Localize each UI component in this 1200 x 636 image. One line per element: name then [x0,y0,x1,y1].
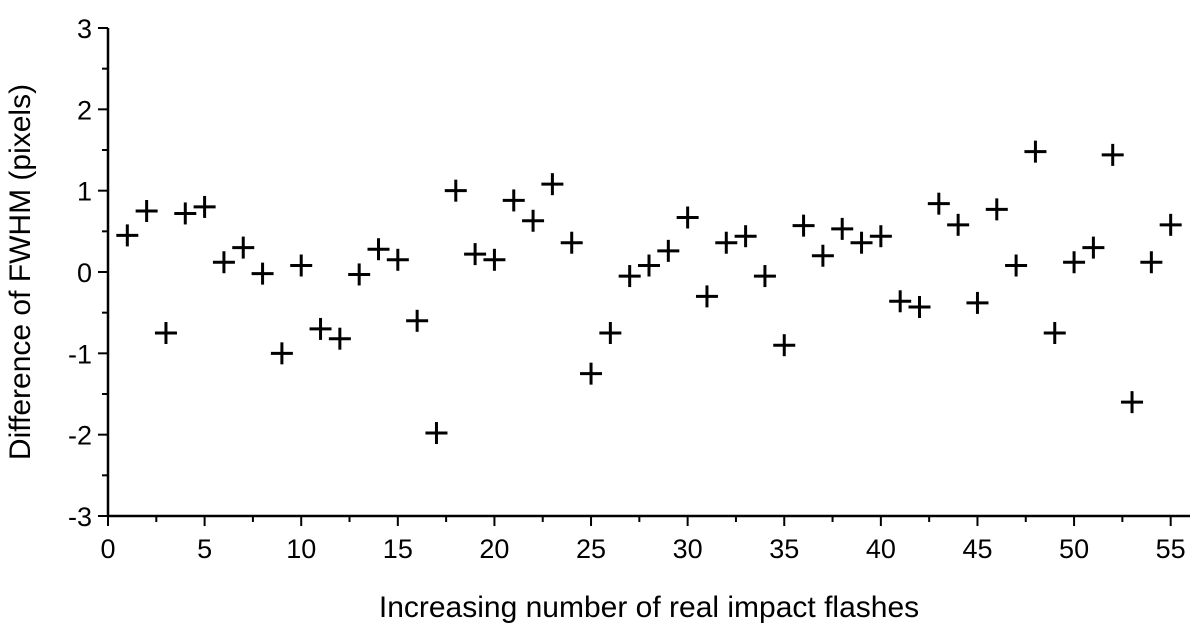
y-tick-label: -3 [68,502,92,532]
data-point [425,422,448,445]
y-tick-label: -1 [68,339,92,369]
data-point [522,209,545,232]
data-points [116,140,1182,445]
data-point [367,238,390,261]
x-tick-label: 30 [673,534,703,564]
data-point [386,248,409,271]
data-point [676,206,699,229]
data-point [116,224,139,247]
data-point [638,254,660,277]
y-axis-label: Difference of FWHM (pixels) [4,84,37,460]
data-point [1101,143,1124,166]
data-point [657,239,680,262]
x-tick-label: 45 [962,534,992,564]
x-tick-label: 50 [1059,534,1089,564]
data-point [251,262,274,285]
x-tick-label: 55 [1156,534,1186,564]
y-tick-label: 3 [77,14,92,44]
x-tick-label: 10 [286,534,316,564]
y-axis-ticks: -3 -2 -1 0 1 2 3 [68,14,108,532]
data-point [947,213,970,236]
data-point [1140,251,1163,274]
data-point [232,236,255,259]
data-point [869,225,892,248]
x-tick-label: 35 [769,534,799,564]
data-point [599,322,622,344]
data-point [502,189,525,212]
data-point [580,362,603,385]
x-tick-label: 40 [866,534,896,564]
data-point [753,265,776,288]
data-point [734,225,757,248]
data-point [1043,322,1066,344]
data-point [1024,140,1047,163]
data-point [1159,213,1182,236]
data-point [406,309,429,332]
y-tick-label: 1 [77,177,92,207]
x-axis-label: Increasing number of real impact flashes [379,591,919,624]
data-point [831,217,854,240]
data-point [174,202,197,225]
data-point [1005,254,1028,277]
data-point [560,231,583,254]
data-point [154,322,177,344]
x-tick-label: 5 [197,534,212,564]
data-point [811,244,834,267]
data-point [927,192,950,215]
data-point [1082,236,1105,259]
data-point [212,251,235,274]
data-point [270,342,293,365]
data-point [541,173,564,196]
data-point [773,334,796,357]
x-tick-label: 20 [479,534,509,564]
x-tick-label: 0 [100,534,115,564]
y-tick-label: 2 [77,95,92,125]
data-point [290,254,313,277]
x-tick-label: 15 [383,534,413,564]
data-point [1063,251,1086,274]
data-point [792,214,815,237]
data-point [309,317,332,340]
x-tick-label: 25 [576,534,606,564]
data-point [966,291,989,314]
data-point [328,327,351,350]
data-point [985,198,1008,221]
data-point [193,195,216,218]
data-point [715,231,738,254]
data-point [618,265,641,288]
data-point [483,248,506,271]
data-point [850,231,873,254]
data-point [464,243,487,266]
data-point [135,200,158,222]
data-point [444,179,467,202]
y-tick-label: -2 [68,421,92,451]
data-point [908,295,931,318]
x-axis-ticks: 0 5 10 15 20 25 30 35 40 45 50 55 [100,516,1186,564]
y-tick-label: 0 [77,258,92,288]
data-point [348,263,371,286]
data-point [1121,391,1144,414]
data-point [695,285,718,308]
data-point [889,290,912,313]
